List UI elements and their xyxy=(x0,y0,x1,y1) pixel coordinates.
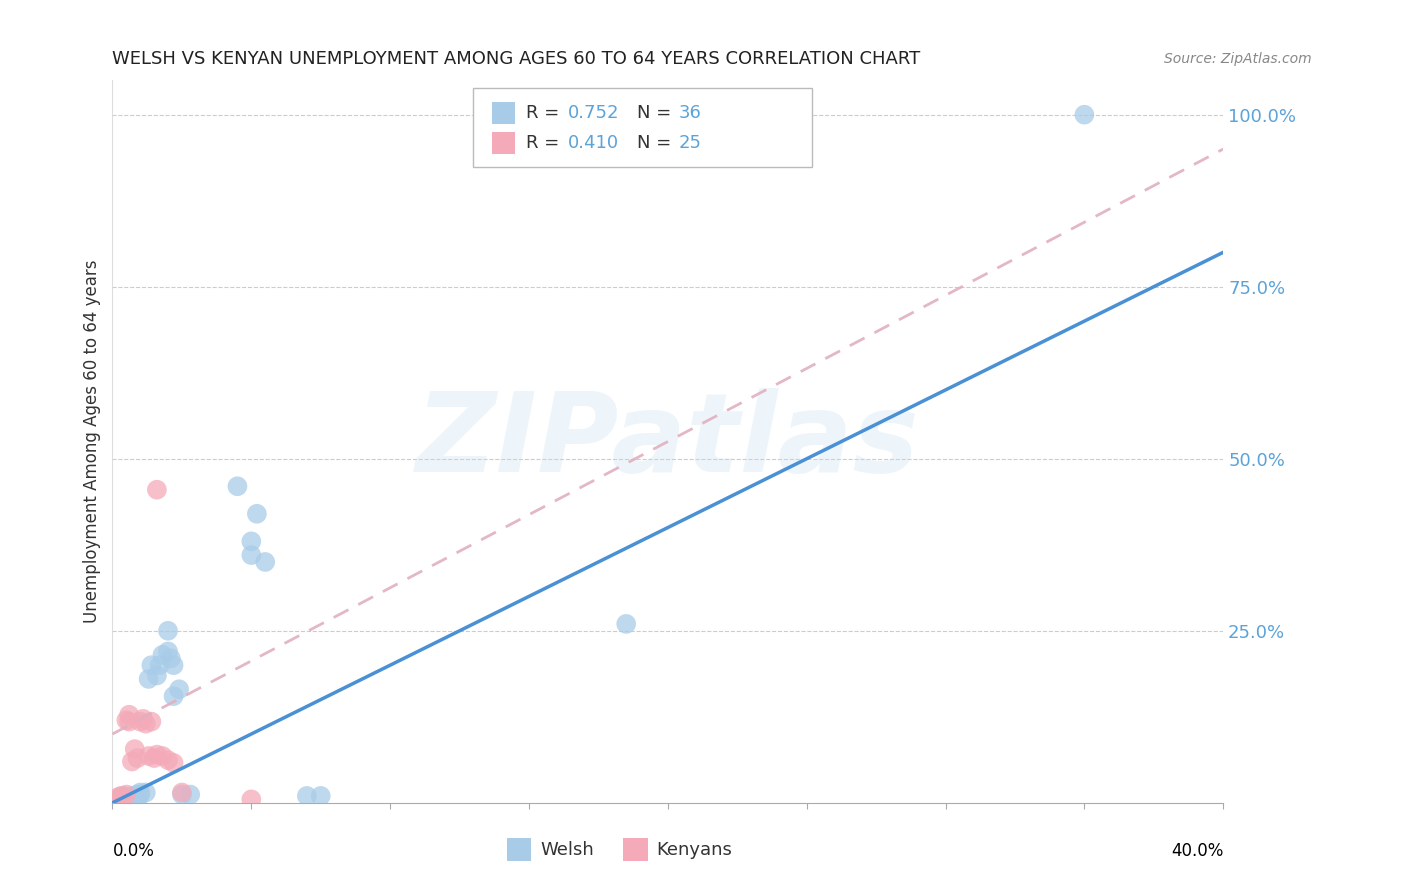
Point xyxy=(162,689,184,703)
Point xyxy=(143,751,166,765)
Point xyxy=(159,651,181,665)
Point xyxy=(121,789,143,803)
Point xyxy=(112,794,135,808)
Point xyxy=(121,755,143,769)
Point xyxy=(138,672,160,686)
Text: 0.752: 0.752 xyxy=(568,103,620,122)
Point xyxy=(1073,108,1095,122)
Text: N =: N = xyxy=(637,134,676,153)
Point xyxy=(115,793,138,807)
Point xyxy=(157,753,180,767)
Point xyxy=(110,793,132,807)
Point xyxy=(132,712,155,726)
Point xyxy=(110,790,132,805)
Point xyxy=(254,555,277,569)
Text: Welsh: Welsh xyxy=(540,841,593,859)
Text: Source: ZipAtlas.com: Source: ZipAtlas.com xyxy=(1164,52,1312,66)
Point xyxy=(162,658,184,673)
Point xyxy=(115,788,138,802)
Text: R =: R = xyxy=(526,103,565,122)
Point xyxy=(246,507,269,521)
Point xyxy=(226,479,249,493)
Point xyxy=(614,616,637,631)
Point xyxy=(112,789,135,803)
Text: 0.0%: 0.0% xyxy=(112,842,155,860)
Point xyxy=(135,785,157,799)
Bar xyxy=(492,132,515,154)
Point xyxy=(157,624,180,638)
Point xyxy=(118,714,141,729)
Point xyxy=(138,749,160,764)
Point xyxy=(157,644,180,658)
Point xyxy=(309,789,332,803)
Point xyxy=(162,756,184,770)
Text: WELSH VS KENYAN UNEMPLOYMENT AMONG AGES 60 TO 64 YEARS CORRELATION CHART: WELSH VS KENYAN UNEMPLOYMENT AMONG AGES … xyxy=(112,50,921,68)
Point xyxy=(129,788,152,802)
Point xyxy=(112,790,135,805)
Point xyxy=(118,791,141,805)
Point xyxy=(127,751,149,765)
Point xyxy=(107,790,129,805)
Point xyxy=(146,668,169,682)
Text: N =: N = xyxy=(637,103,676,122)
Point xyxy=(127,788,149,802)
Point xyxy=(167,682,190,697)
Text: 25: 25 xyxy=(679,134,702,153)
Point xyxy=(124,742,146,756)
Point xyxy=(149,658,172,673)
Point xyxy=(118,707,141,722)
Point xyxy=(135,716,157,731)
Point xyxy=(152,648,174,662)
Point xyxy=(124,790,146,805)
Point xyxy=(115,713,138,727)
Text: 0.410: 0.410 xyxy=(568,134,619,153)
Point xyxy=(146,747,169,762)
Bar xyxy=(623,838,648,862)
Point xyxy=(295,789,318,803)
Point xyxy=(110,789,132,803)
Text: Kenyans: Kenyans xyxy=(657,841,733,859)
Text: 40.0%: 40.0% xyxy=(1171,842,1223,860)
Point xyxy=(152,749,174,764)
Point xyxy=(240,548,263,562)
Point xyxy=(179,788,201,802)
Point xyxy=(146,483,169,497)
Point xyxy=(115,790,138,805)
Point xyxy=(170,788,193,802)
Point xyxy=(129,714,152,729)
Point xyxy=(107,792,129,806)
Point xyxy=(107,793,129,807)
Text: ZIPatlas: ZIPatlas xyxy=(416,388,920,495)
FancyBboxPatch shape xyxy=(474,87,813,167)
Point xyxy=(141,658,163,673)
Point xyxy=(240,792,263,806)
Text: 36: 36 xyxy=(679,103,702,122)
Point xyxy=(240,534,263,549)
Point xyxy=(141,714,163,729)
Point xyxy=(129,785,152,799)
Point xyxy=(127,793,149,807)
Bar xyxy=(506,838,531,862)
Point xyxy=(170,785,193,799)
Bar xyxy=(492,102,515,124)
Y-axis label: Unemployment Among Ages 60 to 64 years: Unemployment Among Ages 60 to 64 years xyxy=(83,260,101,624)
Text: R =: R = xyxy=(526,134,565,153)
